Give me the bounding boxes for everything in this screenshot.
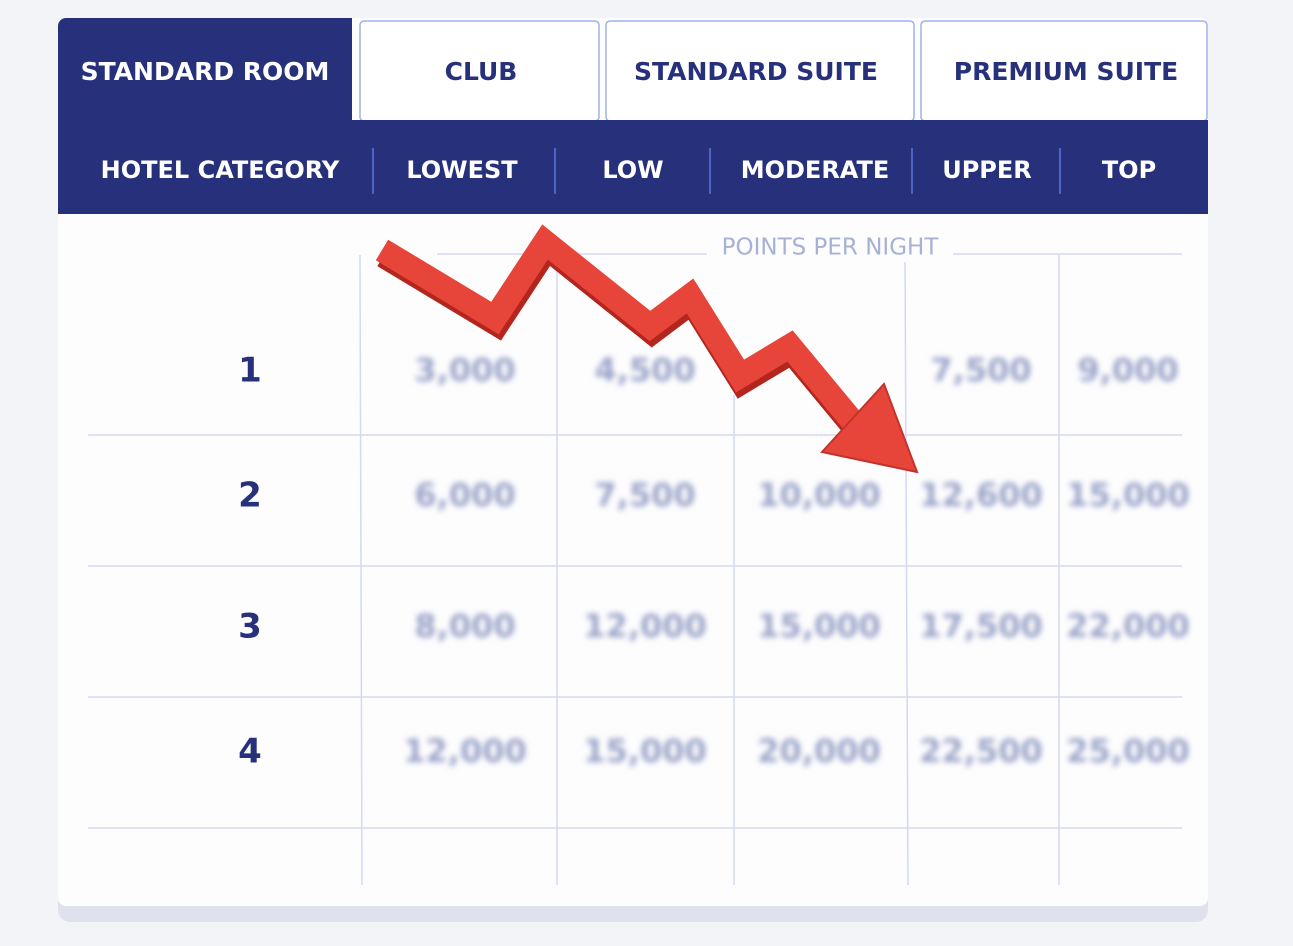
header-label: TOP [1102, 156, 1156, 184]
points-value: 15,000 [1066, 476, 1189, 514]
points-value: 9,000 [1077, 351, 1178, 389]
header-bar [58, 120, 1208, 214]
points-value: 22,500 [919, 732, 1042, 770]
label-bg [707, 236, 953, 262]
tab-label: STANDARD ROOM [81, 57, 330, 86]
trend-arrow [375, 224, 919, 474]
row-category: 3 [238, 607, 262, 647]
tab-active[interactable] [58, 18, 352, 120]
points-value: 12,600 [919, 476, 1042, 514]
points-value: 12,000 [583, 607, 706, 645]
header-dividers [372, 148, 1061, 194]
header-label: UPPER [942, 156, 1032, 184]
header-label: LOWEST [406, 156, 518, 184]
points-value: 15,000 [757, 607, 880, 645]
points-value: 17,500 [919, 607, 1042, 645]
row-category: 4 [238, 732, 262, 772]
points-value: 7,500 [594, 476, 695, 514]
row-category: 1 [238, 351, 262, 391]
header-label: LOW [602, 156, 663, 184]
tab-label: CLUB [445, 57, 518, 86]
points-value: 25,000 [1066, 732, 1189, 770]
points-label: POINTS PER NIGHT [722, 235, 940, 261]
points-value: 20,000 [757, 732, 880, 770]
tab-label: STANDARD SUITE [634, 57, 878, 86]
row-category: 2 [238, 476, 262, 516]
tab-label: PREMIUM SUITE [954, 57, 1178, 86]
table-grid [88, 253, 1182, 886]
points-value: 10,000 [757, 476, 880, 514]
points-value: 12,000 [403, 732, 526, 770]
points-value: 22,000 [1066, 607, 1189, 645]
points-value: 4,500 [594, 351, 695, 389]
points-value: 15,000 [583, 732, 706, 770]
points-value: 8,000 [414, 607, 515, 645]
header-label: HOTEL CATEGORY [101, 156, 340, 184]
points-value: 7,500 [930, 351, 1031, 389]
points-value: 6,000 [414, 476, 515, 514]
points-value: 3,000 [414, 351, 515, 389]
header-label: MODERATE [741, 156, 890, 184]
